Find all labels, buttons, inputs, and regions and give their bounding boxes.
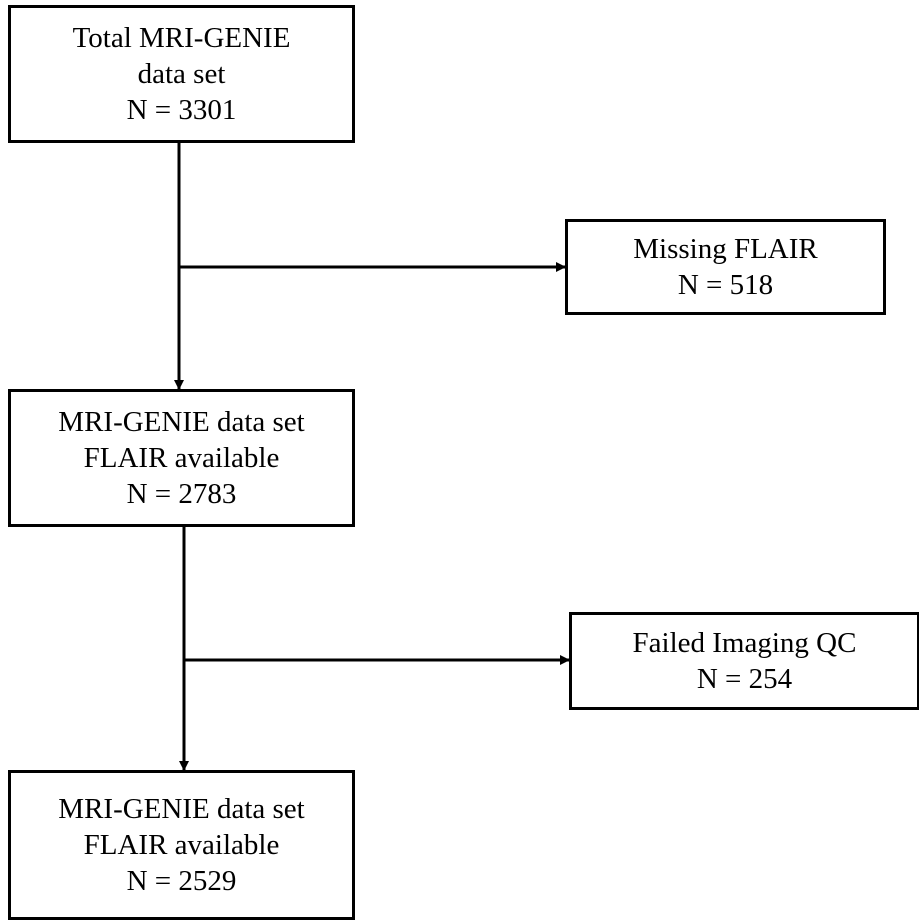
total-dataset-title: Total MRI-GENIE — [72, 22, 291, 54]
final-dataset-title: MRI-GENIE data set — [58, 793, 305, 825]
missing-flair-box: Missing FLAIR N = 518 — [565, 219, 886, 315]
missing-flair-count: N = 518 — [677, 269, 774, 301]
flair-available-title: MRI-GENIE data set — [58, 406, 305, 438]
flair-available-count: N = 2783 — [126, 478, 237, 510]
final-dataset-subtitle: FLAIR available — [83, 829, 280, 861]
flair-available-subtitle: FLAIR available — [83, 442, 280, 474]
total-dataset-box: Total MRI-GENIE data set N = 3301 — [8, 5, 355, 143]
total-dataset-count: N = 3301 — [126, 94, 237, 126]
flair-available-box: MRI-GENIE data set FLAIR available N = 2… — [8, 389, 355, 527]
failed-qc-box: Failed Imaging QC N = 254 — [569, 612, 919, 710]
final-dataset-box: MRI-GENIE data set FLAIR available N = 2… — [8, 770, 355, 920]
total-dataset-subtitle: data set — [137, 58, 226, 90]
final-dataset-count: N = 2529 — [126, 865, 237, 897]
missing-flair-title: Missing FLAIR — [633, 233, 818, 265]
failed-qc-count: N = 254 — [696, 663, 793, 695]
failed-qc-title: Failed Imaging QC — [632, 627, 857, 659]
